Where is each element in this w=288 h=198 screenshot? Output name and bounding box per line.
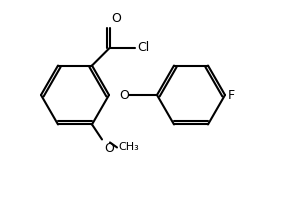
- Text: F: F: [228, 89, 235, 102]
- Text: O: O: [119, 89, 129, 102]
- Text: CH₃: CH₃: [118, 142, 139, 152]
- Text: O: O: [111, 11, 121, 25]
- Text: Cl: Cl: [137, 41, 149, 54]
- Text: O: O: [104, 142, 114, 155]
